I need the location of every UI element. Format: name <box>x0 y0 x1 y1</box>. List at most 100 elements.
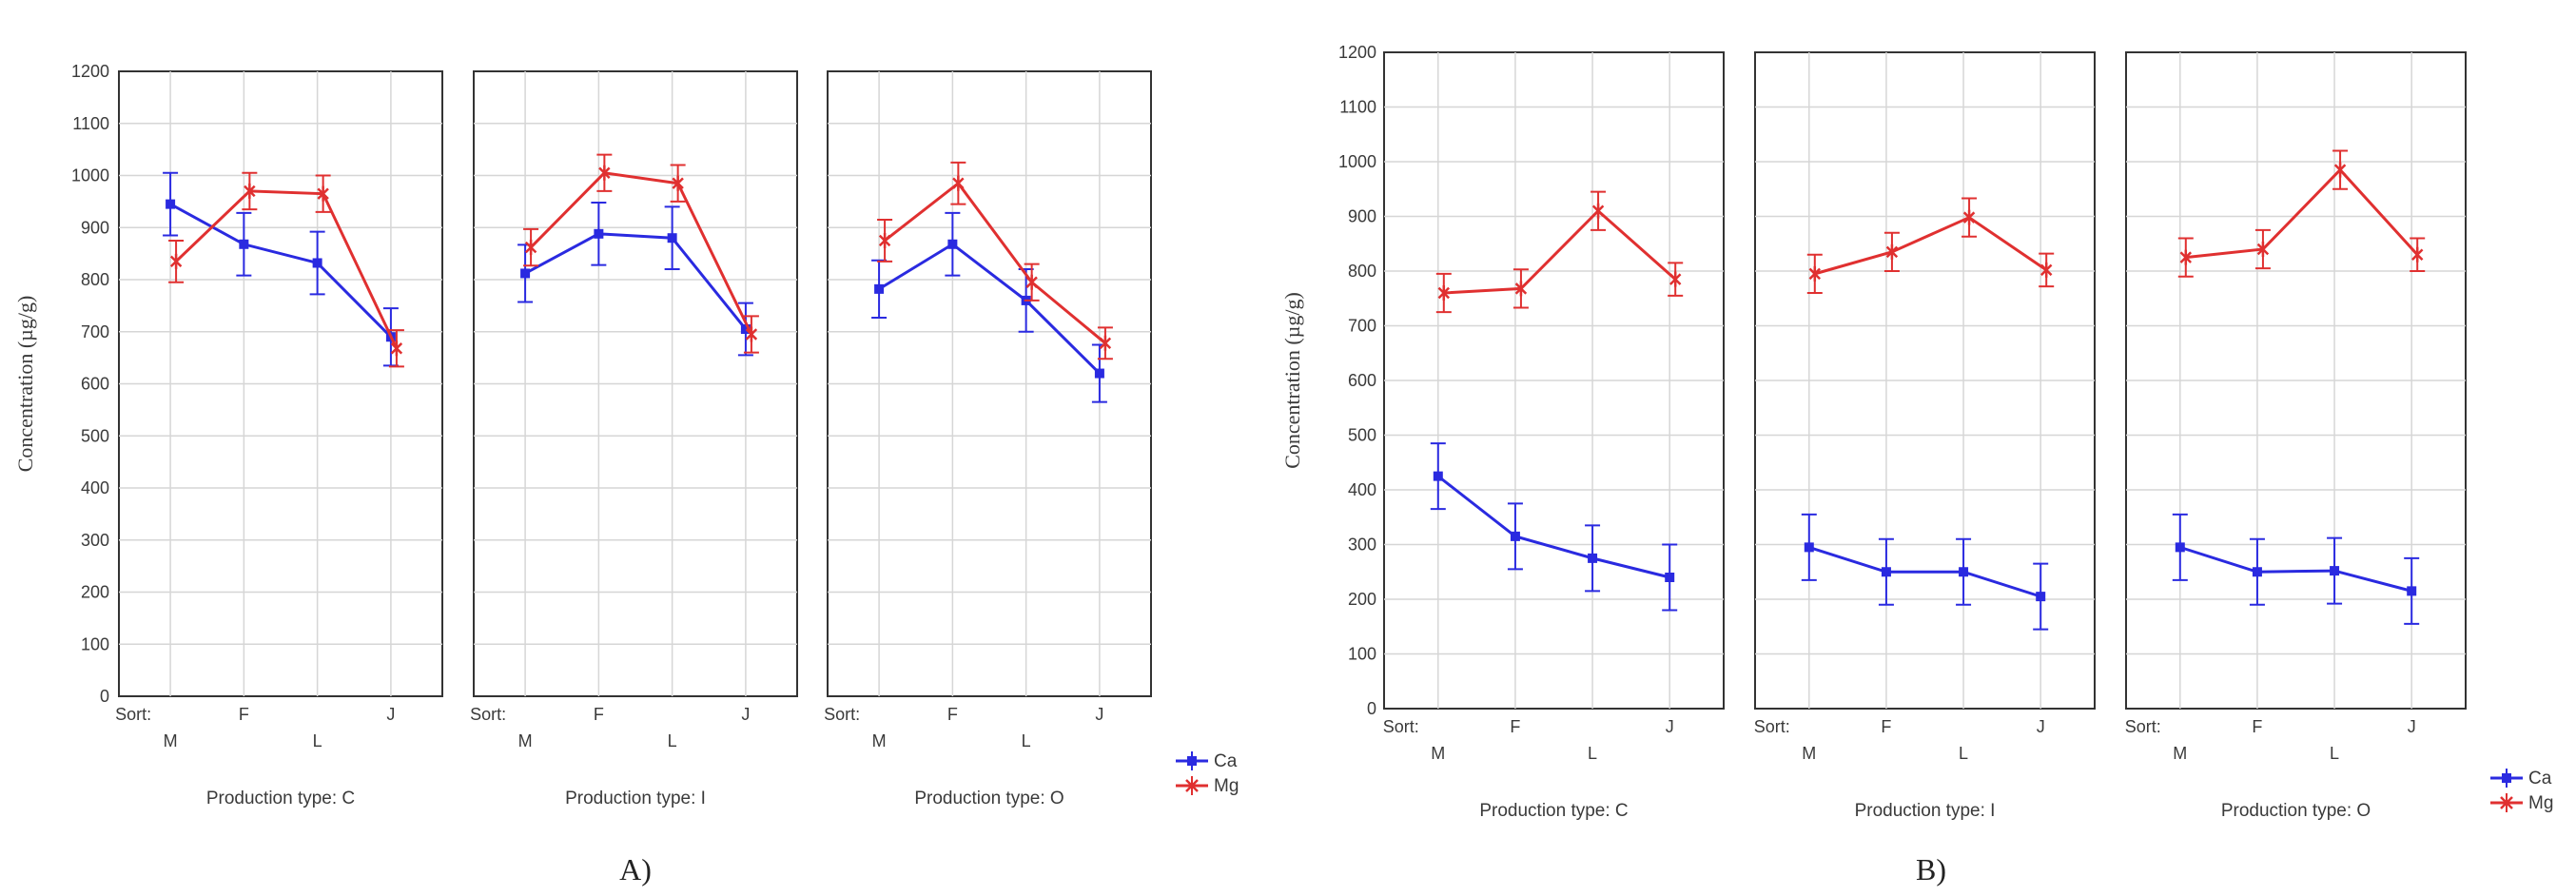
data-point-mg <box>952 175 965 191</box>
data-point-mg <box>2179 249 2193 265</box>
series-line-ca <box>878 242 1101 375</box>
data-point-ca <box>667 233 677 243</box>
x-tick-label: L <box>2330 744 2339 763</box>
series-line-ca <box>169 203 392 339</box>
y-axis-label: Concentration (µg/g) <box>1280 292 1304 469</box>
data-point-ca <box>2407 586 2417 596</box>
y-tick-label: 1100 <box>1339 98 1376 117</box>
x-tick-label: F <box>239 705 249 724</box>
data-point-mg <box>745 326 758 342</box>
series-line-mg <box>1443 208 1677 295</box>
x-tick-label: M <box>518 731 533 750</box>
y-tick-label: 600 <box>1348 371 1376 390</box>
x-tick-label: J <box>386 705 395 724</box>
panel: M F L J Sort: Production type: O <box>2125 51 2467 821</box>
series-line-mg <box>175 189 399 349</box>
data-point-ca <box>594 228 604 239</box>
legend-marker <box>2502 773 2511 783</box>
x-tick-label: F <box>947 705 958 724</box>
data-point-mg <box>1514 281 1528 297</box>
sort-label: Sort: <box>824 705 860 724</box>
data-point-mg <box>169 253 183 269</box>
data-point-mg <box>598 165 611 181</box>
legend: Ca Mg <box>1176 751 1239 796</box>
x-tick-label: L <box>668 731 677 750</box>
legend-marker <box>2500 796 2513 809</box>
x-tick-label: J <box>1095 705 1103 724</box>
series-line-mg <box>884 181 1106 344</box>
y-tick-label: 500 <box>1348 426 1376 445</box>
data-point-ca <box>239 239 249 249</box>
legend-label: Ca <box>2528 769 2552 789</box>
data-point-ca <box>1433 471 1443 481</box>
panel-label: Production type: O <box>914 789 1064 808</box>
data-point-ca <box>2330 566 2340 576</box>
data-point-mg <box>1962 209 1976 225</box>
data-point-ca <box>1588 553 1598 563</box>
x-tick-label: J <box>741 705 750 724</box>
chart-a: 0 100 200 300 400 500 600 700 800 900 1000 1100 1200… <box>13 62 1239 886</box>
data-point-ca <box>1881 567 1891 577</box>
y-tick-label: 1100 <box>72 114 109 133</box>
x-tick-label: M <box>872 731 887 750</box>
sort-label: Sort: <box>1383 717 1419 736</box>
data-point-mg <box>878 232 891 248</box>
data-point-ca <box>1959 567 1969 577</box>
data-point-ca <box>312 258 322 268</box>
y-axis-label: Concentration (µg/g) <box>13 296 37 473</box>
series-line-mg <box>1814 215 2048 276</box>
y-tick-label: 300 <box>81 531 109 550</box>
x-tick-label: F <box>1881 717 1891 736</box>
data-point-ca <box>2175 542 2185 553</box>
series-line-mg <box>2185 167 2419 260</box>
y-tick-label: 400 <box>81 478 109 497</box>
data-point-ca <box>166 199 176 209</box>
x-tick-label: J <box>2408 717 2416 736</box>
y-tick-label: 0 <box>100 687 109 706</box>
y-tick-label: 500 <box>81 426 109 445</box>
y-tick-label: 1200 <box>1338 43 1376 62</box>
x-tick-label: M <box>2173 744 2187 763</box>
sort-label: Sort: <box>1754 717 1790 736</box>
x-tick-label: M <box>164 731 178 750</box>
panel-label: Production type: C <box>206 789 355 808</box>
legend: Ca Mg <box>2490 769 2553 813</box>
panel: M F L J Sort: Production type: I <box>1754 51 2096 821</box>
x-tick-label: F <box>1510 717 1520 736</box>
panel-label: Production type: O <box>2221 801 2371 821</box>
x-tick-label: L <box>1588 744 1597 763</box>
panel: M F L J Sort: Production type: C <box>1383 51 1725 821</box>
y-tick-label: 200 <box>81 583 109 602</box>
y-tick-label: 600 <box>81 375 109 394</box>
data-point-mg <box>2039 262 2053 278</box>
y-tick-label: 0 <box>1367 699 1376 718</box>
y-tick-label: 1200 <box>71 62 109 81</box>
data-point-mg <box>1437 285 1451 301</box>
y-tick-label: 100 <box>81 634 109 653</box>
panel: M F L J Sort: Production type: O <box>824 70 1152 808</box>
chart-caption: B) <box>1916 852 1946 886</box>
data-point-ca <box>1665 573 1675 582</box>
data-point-ca <box>740 324 751 335</box>
sort-label: Sort: <box>470 705 506 724</box>
data-point-ca <box>520 268 531 279</box>
legend-marker <box>1185 779 1199 792</box>
series-line-ca <box>1808 545 2041 598</box>
panel: M F L J Sort: Production type: I <box>470 70 798 808</box>
x-tick-label: L <box>313 731 322 750</box>
data-point-mg <box>1025 274 1038 290</box>
series-line-ca <box>1436 475 1670 579</box>
y-tick-label: 1000 <box>71 166 109 185</box>
data-point-mg <box>524 240 537 256</box>
data-point-mg <box>390 341 403 357</box>
data-point-ca <box>874 283 885 294</box>
legend-marker <box>1187 756 1197 766</box>
x-tick-label: L <box>1959 744 1968 763</box>
x-tick-label: M <box>1431 744 1445 763</box>
panel-label: Production type: C <box>1479 801 1628 821</box>
panel-label: Production type: I <box>565 789 706 808</box>
data-point-ca <box>1510 531 1520 541</box>
data-point-mg <box>2410 246 2424 263</box>
y-tick-label: 100 <box>1348 645 1376 664</box>
